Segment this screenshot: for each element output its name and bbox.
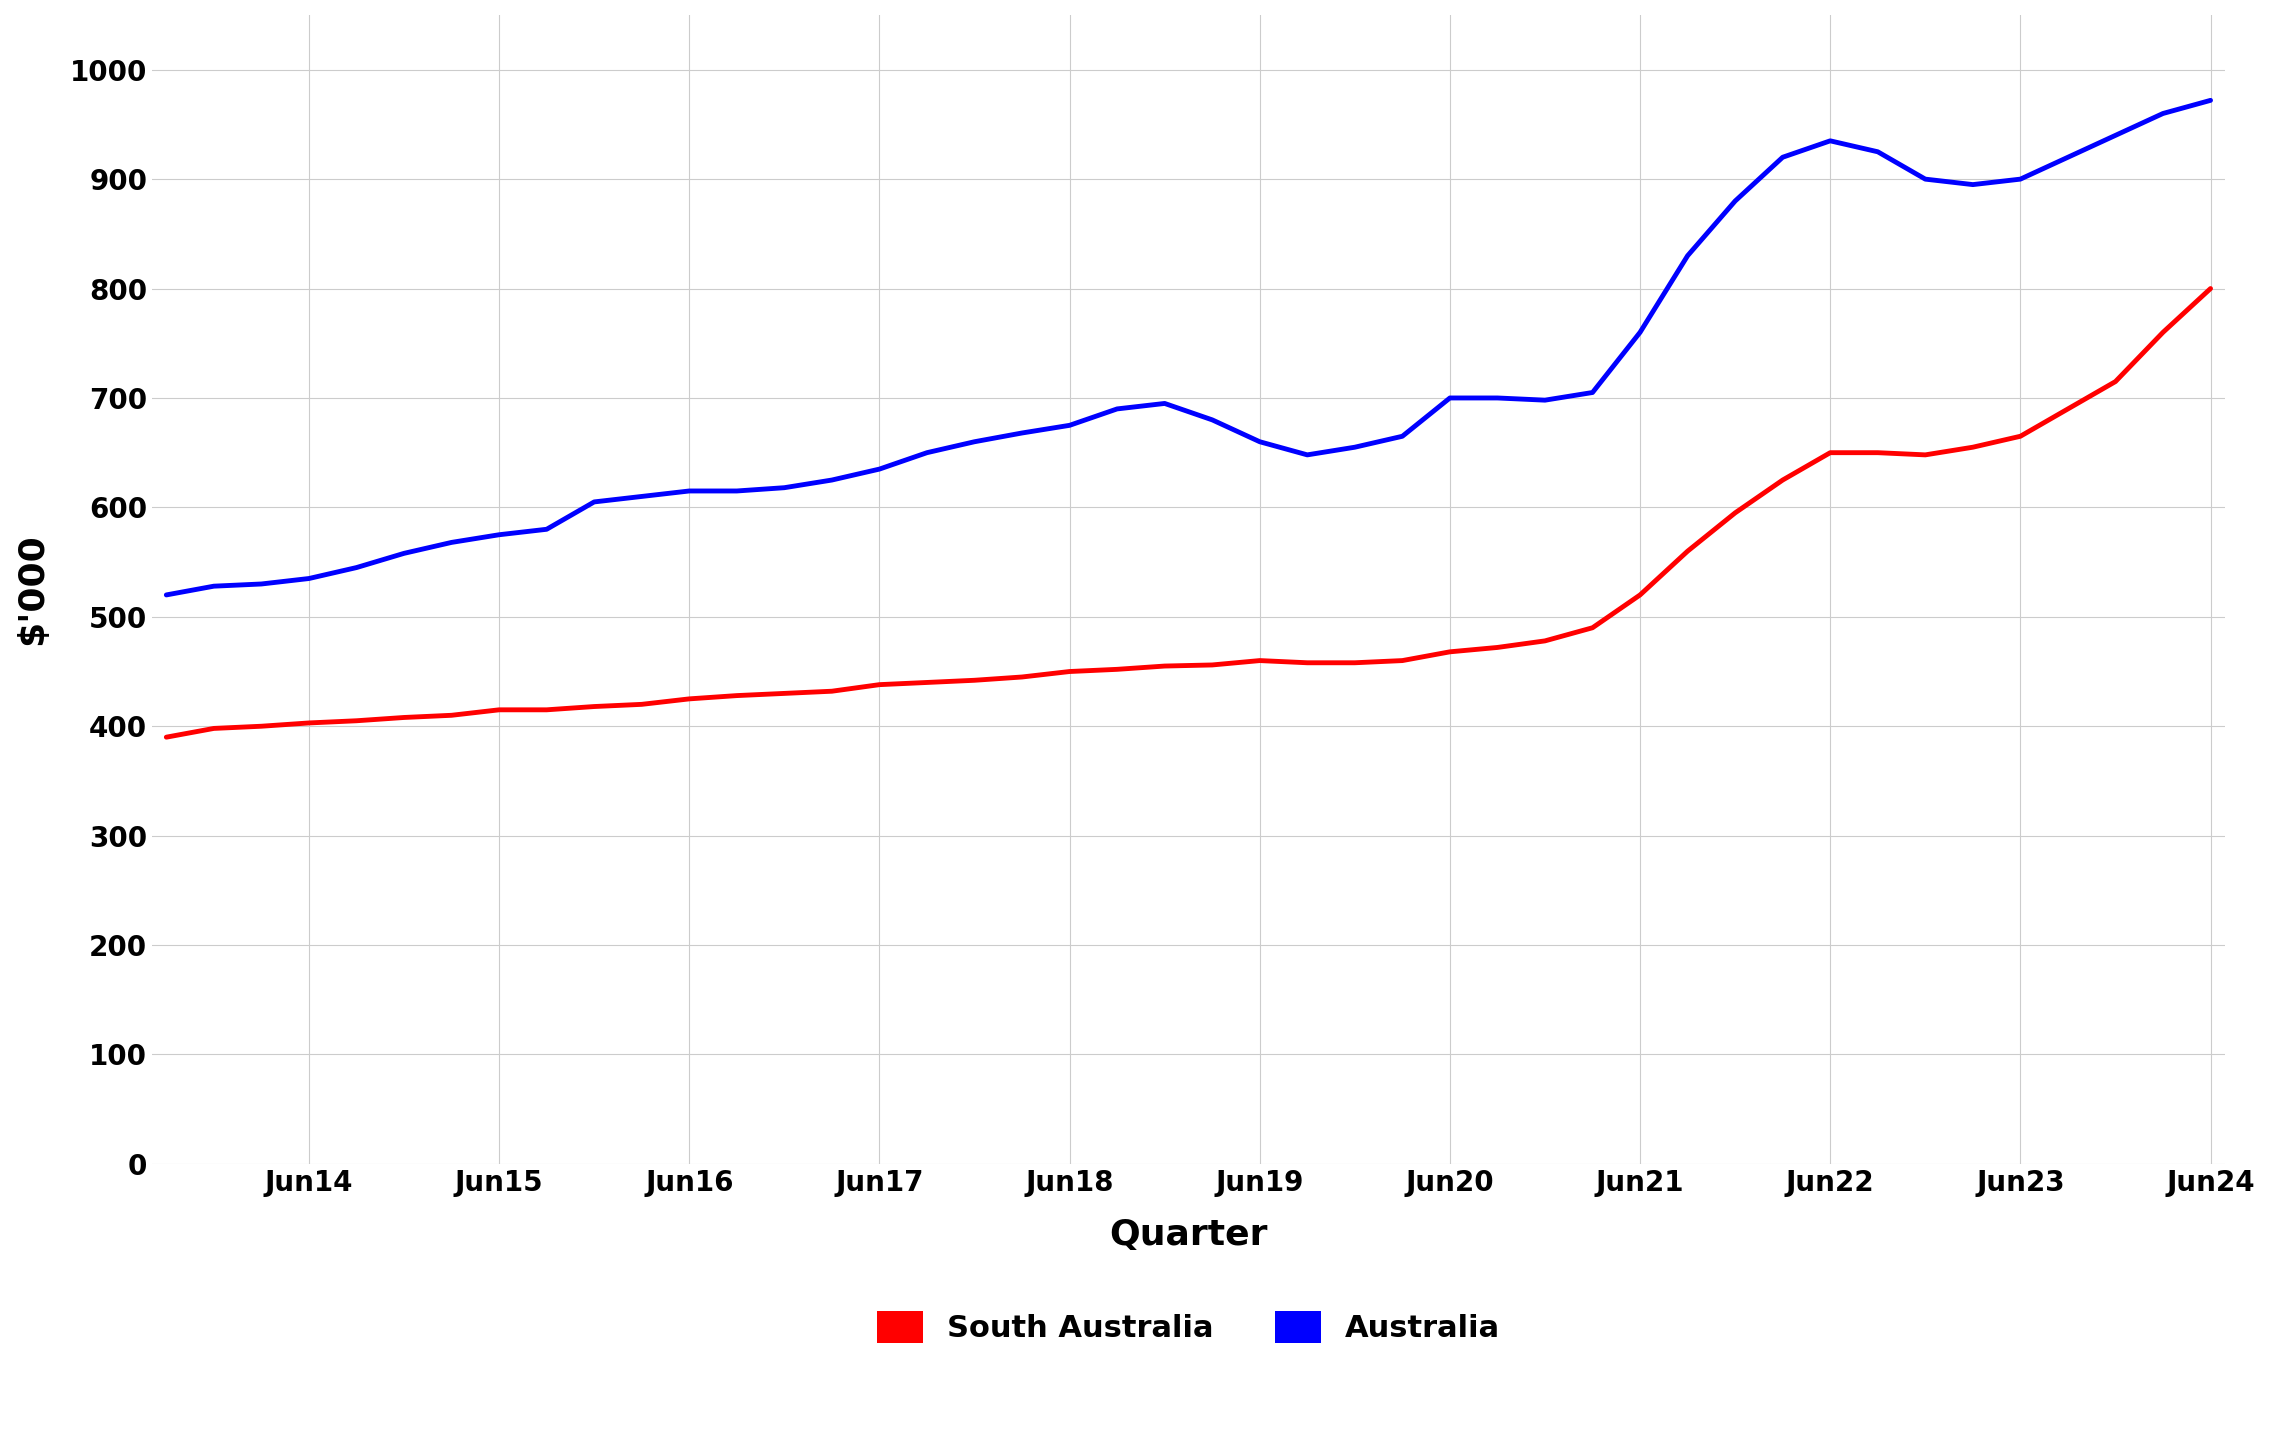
Australia — [1436, 389, 1463, 407]
Australia — [818, 472, 845, 489]
South Australia — [200, 720, 227, 738]
South Australia — [1627, 587, 1654, 604]
Australia — [1152, 395, 1179, 412]
Australia — [152, 587, 179, 604]
South Australia — [2054, 401, 2081, 418]
Australia — [1770, 148, 1797, 166]
Australia — [2006, 170, 2033, 187]
Australia — [627, 488, 654, 505]
South Australia — [1152, 658, 1179, 675]
South Australia — [1911, 446, 1938, 463]
Australia — [2102, 126, 2129, 144]
South Australia — [770, 685, 797, 703]
Australia — [438, 534, 466, 552]
Australia — [1627, 324, 1654, 341]
South Australia — [1722, 504, 1749, 521]
Australia — [2054, 148, 2081, 166]
South Australia — [627, 696, 654, 713]
Australia — [582, 494, 609, 511]
Australia — [1722, 192, 1749, 209]
Australia — [1863, 144, 1890, 161]
South Australia — [1863, 444, 1890, 462]
South Australia — [1579, 619, 1606, 636]
Legend: South Australia, Australia: South Australia, Australia — [866, 1300, 1513, 1355]
Australia — [200, 578, 227, 595]
Australia — [343, 559, 370, 576]
Australia — [1104, 401, 1131, 418]
South Australia — [152, 729, 179, 746]
South Australia — [1484, 639, 1511, 656]
South Australia — [486, 701, 513, 719]
Australia — [248, 575, 275, 592]
South Australia — [1245, 652, 1272, 669]
South Australia — [2197, 280, 2224, 298]
Y-axis label: $'000: $'000 — [16, 533, 50, 645]
South Australia — [2102, 373, 2129, 391]
South Australia — [1531, 632, 1559, 649]
South Australia — [913, 674, 941, 691]
Australia — [1388, 427, 1415, 444]
South Australia — [582, 698, 609, 716]
South Australia — [1104, 661, 1131, 678]
South Australia — [722, 687, 750, 704]
Australia — [1200, 411, 1227, 428]
Line: South Australia: South Australia — [166, 289, 2211, 738]
Australia — [1531, 392, 1559, 409]
Australia — [770, 479, 797, 497]
Australia — [1009, 424, 1036, 441]
South Australia — [295, 714, 323, 732]
Australia — [486, 526, 513, 543]
Australia — [2149, 105, 2177, 122]
Australia — [1579, 383, 1606, 401]
Australia — [534, 521, 561, 539]
South Australia — [1200, 656, 1227, 674]
Australia — [1245, 433, 1272, 450]
Australia — [913, 444, 941, 462]
X-axis label: Quarter: Quarter — [1109, 1218, 1268, 1252]
South Australia — [1009, 668, 1036, 685]
Australia — [2197, 91, 2224, 109]
Australia — [295, 569, 323, 587]
South Australia — [2006, 427, 2033, 444]
South Australia — [391, 709, 418, 726]
South Australia — [534, 701, 561, 719]
Australia — [722, 482, 750, 499]
Australia — [961, 433, 988, 450]
South Australia — [1770, 472, 1797, 489]
Australia — [1958, 176, 1986, 193]
South Australia — [1674, 543, 1702, 560]
South Australia — [1436, 643, 1463, 661]
Australia — [675, 482, 702, 499]
South Australia — [1958, 439, 1986, 456]
South Australia — [1388, 652, 1415, 669]
South Australia — [961, 672, 988, 690]
Australia — [1911, 170, 1938, 187]
South Australia — [1340, 653, 1368, 671]
South Australia — [248, 717, 275, 735]
South Australia — [1056, 662, 1084, 680]
Australia — [1484, 389, 1511, 407]
Australia — [1293, 446, 1320, 463]
South Australia — [1818, 444, 1845, 462]
South Australia — [343, 711, 370, 729]
Australia — [1674, 247, 1702, 264]
Australia — [866, 460, 893, 478]
South Australia — [2149, 324, 2177, 341]
Australia — [1056, 417, 1084, 434]
South Australia — [818, 682, 845, 700]
Australia — [391, 544, 418, 562]
Australia — [1340, 439, 1368, 456]
South Australia — [675, 690, 702, 707]
South Australia — [438, 707, 466, 725]
Line: Australia: Australia — [166, 100, 2211, 595]
South Australia — [1293, 653, 1320, 671]
Australia — [1818, 132, 1845, 150]
South Australia — [866, 677, 893, 694]
